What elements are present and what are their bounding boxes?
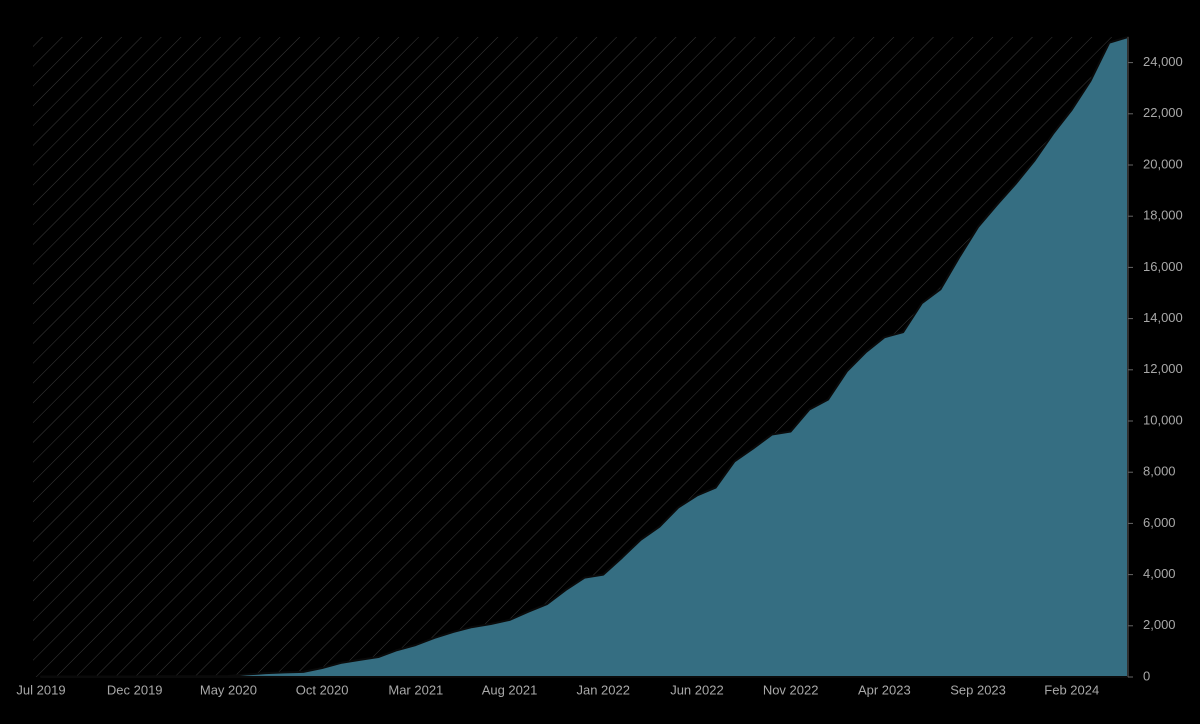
x-tick-label: Sep 2023 — [950, 682, 1006, 697]
x-tick-label: May 2020 — [200, 682, 257, 697]
y-tick-label: 10,000 — [1143, 412, 1183, 427]
x-tick-label: Mar 2021 — [388, 682, 443, 697]
y-tick-label: 4,000 — [1143, 566, 1176, 581]
y-tick-label: 16,000 — [1143, 259, 1183, 274]
x-tick-label: Jun 2022 — [670, 682, 724, 697]
y-tick-label: 0 — [1143, 668, 1150, 683]
y-tick-label: 8,000 — [1143, 464, 1176, 479]
y-tick-label: 12,000 — [1143, 361, 1183, 376]
x-tick-label: Jan 2022 — [576, 682, 630, 697]
x-tick-label: Dec 2019 — [107, 682, 163, 697]
x-tick-label: Jul 2019 — [16, 682, 65, 697]
y-tick-label: 22,000 — [1143, 105, 1183, 120]
x-tick-label: Aug 2021 — [482, 682, 538, 697]
y-tick-label: 24,000 — [1143, 54, 1183, 69]
y-tick-label: 6,000 — [1143, 515, 1176, 530]
y-tick-label: 20,000 — [1143, 156, 1183, 171]
y-tick-label: 2,000 — [1143, 617, 1176, 632]
x-tick-label: Feb 2024 — [1044, 682, 1099, 697]
x-tick-label: Apr 2023 — [858, 682, 911, 697]
y-tick-label: 18,000 — [1143, 208, 1183, 223]
area — [40, 36, 1129, 678]
x-tick-label: Nov 2022 — [763, 682, 819, 697]
y-tick-label: 14,000 — [1143, 310, 1183, 325]
x-tick-label: Oct 2020 — [296, 682, 349, 697]
